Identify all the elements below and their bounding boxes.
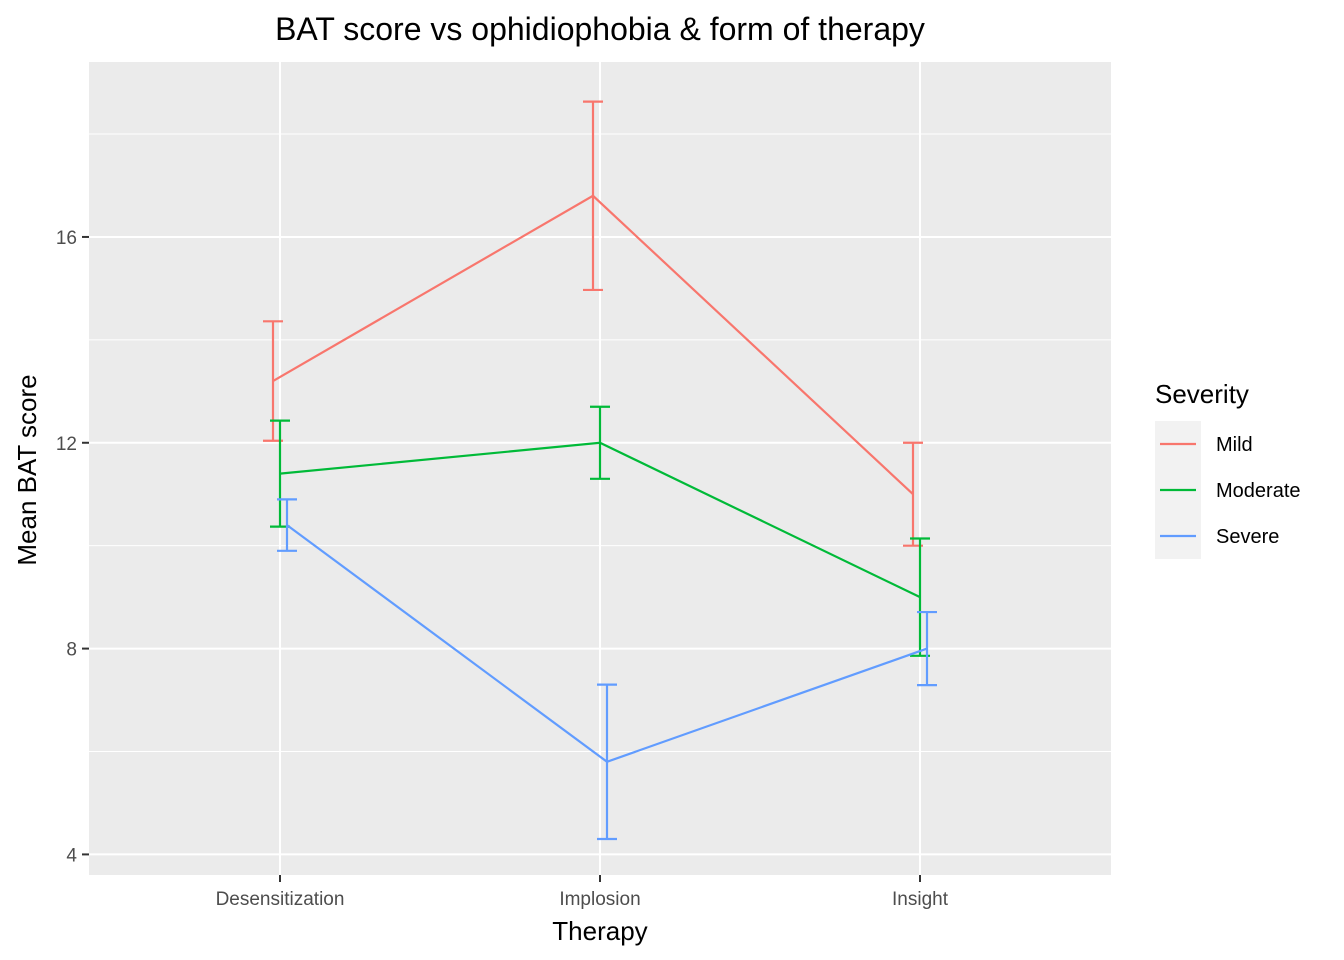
legend-label: Moderate: [1216, 480, 1301, 502]
x-tick-label: Implosion: [559, 889, 640, 910]
x-tick-label: Desensitization: [216, 889, 345, 910]
legend-label: Severe: [1216, 526, 1279, 548]
series-layer: [263, 100, 937, 841]
x-tick-label: Insight: [892, 889, 949, 910]
error-bar: [917, 610, 937, 687]
legend: Severity Mild Moderate Severe: [1155, 379, 1301, 559]
y-tick-label: 12: [56, 434, 77, 455]
y-tick-label: 16: [56, 228, 77, 249]
error-bar: [277, 498, 297, 552]
legend-item-moderate: Moderate: [1155, 467, 1301, 513]
y-axis: 4 8 12 16: [56, 228, 89, 866]
legend-title: Severity: [1155, 379, 1249, 409]
error-bar: [583, 100, 603, 292]
x-axis: Desensitization Implosion Insight: [216, 875, 949, 910]
x-axis-title: Therapy: [552, 916, 647, 946]
chart-title: BAT score vs ophidiophobia & form of the…: [275, 11, 925, 47]
y-tick-label: 4: [66, 845, 77, 866]
series-moderate: [270, 405, 930, 657]
error-bar: [590, 405, 610, 480]
error-bar: [597, 683, 617, 841]
series-severe: [277, 498, 937, 841]
series-mild: [263, 100, 923, 547]
y-axis-title: Mean BAT score: [12, 374, 42, 565]
y-tick-label: 8: [66, 640, 77, 661]
legend-item-mild: Mild: [1155, 421, 1253, 467]
legend-label: Mild: [1216, 434, 1253, 456]
legend-item-severe: Severe: [1155, 513, 1279, 559]
